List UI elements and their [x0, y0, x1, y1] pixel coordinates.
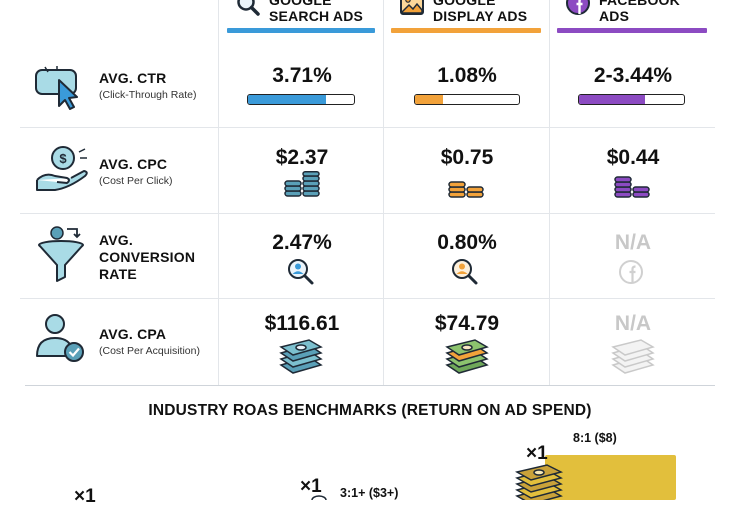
row-title: RATE [99, 266, 137, 282]
ctr-progress-facebook [578, 94, 685, 105]
cash-stack-icon [515, 464, 564, 500]
section-divider [25, 385, 715, 386]
row-subtitle: (Cost Per Click) [99, 175, 173, 187]
column-header-google-search: GOOGLE SEARCH ADS [227, 0, 375, 34]
row-label-ctr: AVG. CTR (Click-Through Rate) [99, 70, 196, 101]
row-title: AVG. CPC [99, 156, 168, 172]
coins-stack-icon [614, 176, 650, 198]
cash-stack-icon [445, 339, 489, 374]
value-cpc-facebook: $0.44 [606, 146, 660, 169]
coins-stack-icon [284, 171, 320, 197]
grid-hline [20, 213, 715, 214]
cursor-click-icon [35, 66, 78, 110]
column-title-line2: DISPLAY ADS [433, 8, 528, 24]
row-title: AVG. CPA [99, 326, 167, 342]
progress-fill [248, 95, 327, 104]
column-color-bar [391, 28, 541, 33]
column-title-line2: SEARCH ADS [269, 8, 364, 24]
roas-section-title: INDUSTRY ROAS BENCHMARKS (RETURN ON AD S… [148, 402, 592, 419]
row-subtitle: (Cost Per Acquisition) [99, 345, 200, 357]
svg-text:$: $ [59, 151, 67, 166]
row-label-conversion-rate: AVG. CONVERSION RATE [99, 232, 195, 283]
progress-fill [579, 95, 646, 104]
value-conversion-facebook: N/A [614, 231, 652, 254]
user-check-icon [36, 314, 84, 362]
row-title: AVG. [99, 232, 133, 248]
roas-multiplier: ×1 [526, 443, 548, 464]
value-cpc-google-search: $2.37 [275, 146, 329, 169]
hand-coin-icon: $ [36, 146, 88, 191]
facebook-icon [619, 260, 643, 284]
grid-hline [20, 298, 715, 299]
ctr-progress-google-display [414, 94, 520, 105]
roas-bar-highlight [545, 455, 676, 500]
grid-vline [549, 0, 550, 385]
row-title: AVG. CTR [99, 70, 167, 86]
column-color-bar [227, 28, 375, 33]
value-cpa-google-search: $116.61 [264, 312, 340, 335]
funnel-icon [38, 226, 84, 282]
column-title-line1: GOOGLE [433, 0, 496, 8]
column-title-line2: ADS [599, 8, 630, 24]
grid-vline [218, 0, 219, 385]
column-header-facebook: FACEBOOK ADS [557, 0, 707, 34]
column-color-bar [557, 28, 707, 33]
roas-label: 3:1+ ($3+) [340, 486, 399, 500]
user-search-icon [288, 259, 314, 285]
progress-fill [415, 95, 444, 104]
facebook-icon [566, 0, 590, 15]
magnifier-icon [237, 0, 260, 16]
cash-stack-icon [279, 339, 323, 374]
ctr-progress-google-search [247, 94, 355, 105]
cash-stack-icon [311, 495, 327, 500]
roas-multiplier: ×1 [74, 486, 96, 507]
row-subtitle: (Click-Through Rate) [99, 89, 197, 101]
roas-label: 8:1 ($8) [573, 431, 617, 445]
coins-stack-icon [448, 181, 484, 198]
grid-vline [383, 0, 384, 385]
value-cpa-google-display: $74.79 [434, 312, 500, 335]
row-label-cpc: AVG. CPC (Cost Per Click) [99, 156, 173, 187]
image-icon [400, 0, 424, 15]
value-conversion-google-search: 2.47% [272, 231, 332, 254]
grid-hline [20, 127, 715, 128]
cash-stack-icon [611, 339, 655, 374]
row-title: CONVERSION [99, 249, 196, 265]
row-label-cpa: AVG. CPA (Cost Per Acquisition) [99, 326, 200, 357]
value-ctr-google-display: 1.08% [437, 64, 497, 87]
value-cpa-facebook: N/A [614, 312, 652, 335]
roas-multiplier: ×1 [300, 476, 322, 497]
column-title-line1: GOOGLE [269, 0, 332, 8]
value-conversion-google-display: 0.80% [437, 231, 497, 254]
value-ctr-facebook: 2-3.44% [593, 64, 673, 87]
column-title-line1: FACEBOOK [599, 0, 680, 8]
value-ctr-google-search: 3.71% [272, 64, 332, 87]
column-header-google-display: GOOGLE DISPLAY ADS [391, 0, 541, 34]
value-cpc-google-display: $0.75 [440, 146, 494, 169]
user-search-icon [452, 259, 478, 285]
